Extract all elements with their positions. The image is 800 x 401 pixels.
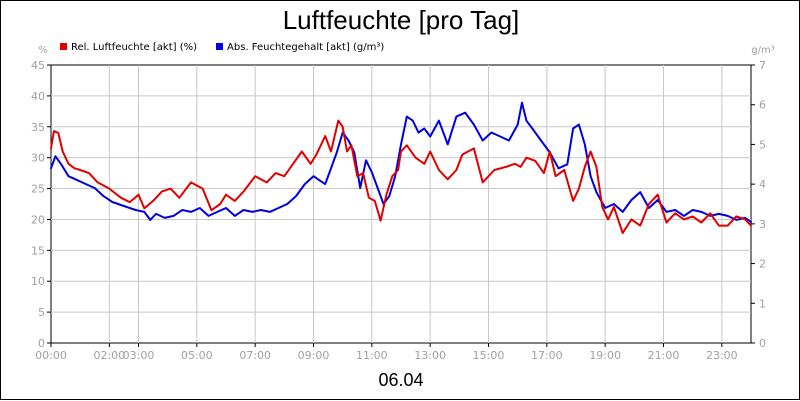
legend-label-rel: Rel. Luftfeuchte [akt] (%): [71, 42, 197, 53]
left-axis-unit: %: [38, 45, 48, 56]
x-tick-label: 03:00: [123, 349, 155, 362]
legend-label-abs: Abs. Feuchtegehalt [akt] (g/m³): [227, 42, 384, 53]
right-axis: 0 1 2 3 4 5 6 7: [751, 59, 766, 350]
x-tick-label: 11:00: [356, 349, 388, 362]
series-line-abs-humidity: [50, 101, 752, 223]
chart-title: Luftfeuchte [pro Tag]: [283, 5, 520, 35]
x-tick-label: 07:00: [239, 349, 271, 362]
left-tick-label: 30: [31, 152, 45, 165]
left-tick-label: 35: [31, 121, 45, 134]
left-tick-label: 40: [31, 90, 45, 103]
right-tick-label: 4: [759, 178, 766, 191]
date-label: 06.04: [378, 370, 423, 390]
series-line-rel-humidity: [50, 119, 752, 234]
right-tick-label: 6: [759, 99, 766, 112]
right-tick-label: 7: [759, 59, 766, 72]
left-axis: 0 5 10 15 20 25 30 35 40 45: [31, 59, 51, 350]
x-tick-label: 02:00: [93, 349, 125, 362]
legend-swatch-rel: [60, 43, 67, 50]
x-tick-label: 17:00: [531, 349, 563, 362]
legend-swatch-abs: [216, 43, 223, 50]
x-tick-label: 19:00: [589, 349, 621, 362]
left-tick-label: 5: [38, 306, 45, 319]
left-tick-label: 25: [31, 183, 45, 196]
x-tick-label: 05:00: [181, 349, 213, 362]
x-tick-label: 21:00: [648, 349, 680, 362]
x-tick-label: 15:00: [473, 349, 505, 362]
left-tick-label: 10: [31, 275, 45, 288]
right-tick-label: 2: [759, 258, 766, 271]
grid-lines: [51, 65, 751, 343]
legend: Rel. Luftfeuchte [akt] (%) Abs. Feuchteg…: [60, 42, 384, 53]
right-tick-label: 3: [759, 218, 766, 231]
right-tick-label: 5: [759, 138, 766, 151]
right-tick-label: 0: [759, 337, 766, 350]
left-tick-label: 0: [38, 337, 45, 350]
plot-area: [50, 64, 752, 344]
left-tick-label: 45: [31, 59, 45, 72]
right-tick-label: 1: [759, 297, 766, 310]
left-tick-label: 20: [31, 213, 45, 226]
x-tick-label: 00:00: [35, 349, 67, 362]
series-layer: [50, 101, 752, 234]
x-tick-label: 09:00: [298, 349, 330, 362]
left-tick-label: 15: [31, 244, 45, 257]
right-axis-unit: g/m³: [751, 45, 774, 56]
x-tick-label: 23:00: [706, 349, 738, 362]
x-tick-label: 13:00: [414, 349, 446, 362]
